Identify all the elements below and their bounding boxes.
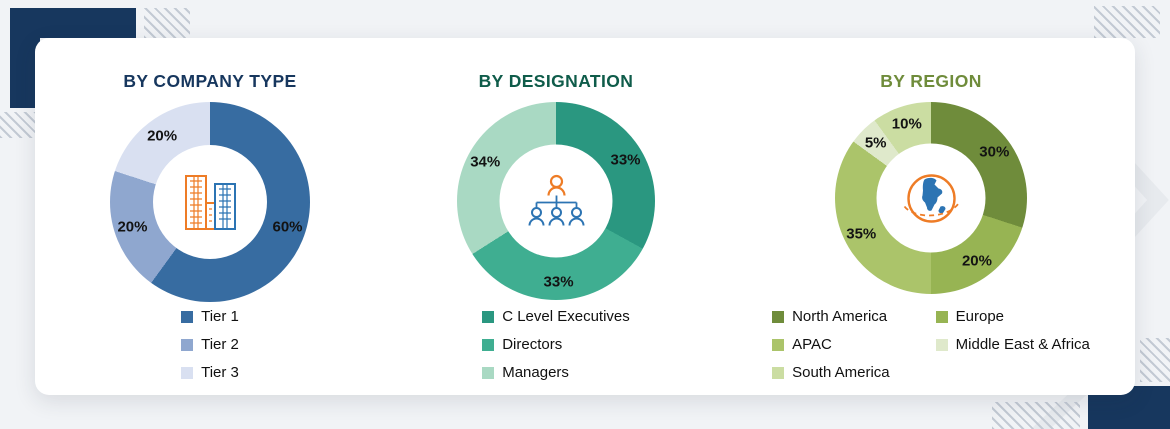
chart-title-designation: BY DESIGNATION [478,71,634,91]
slice-label-tier-1: 60% [272,218,303,236]
slice-label-apac: 35% [846,225,877,243]
legend-item-managers: Managers [482,364,630,383]
legend-item-south-america: South America [772,364,890,383]
legend-label: Europe [955,308,1005,325]
org-chart-icon [528,174,584,226]
decor-hatch-bottom [992,402,1080,429]
slice-label-c-level-executives: 33% [610,151,641,169]
legend-label: Directors [502,335,563,353]
donut-center [499,144,613,258]
legend-swatch [482,339,495,352]
legend-label: South America [792,363,890,381]
donut-company-type: 60% 20% 20% [35,102,385,302]
legend-label: Tier 1 [201,308,239,325]
donut-box: 30% 20% 35% 5% 10% [835,102,1027,294]
decor-hatch-right-bottom [1140,338,1170,382]
donut-box: 33% 33% 34% [457,102,655,300]
chart-by-company-type: BY COMPANY TYPE [35,38,385,395]
decor-hatch-left [0,112,36,138]
legend-swatch [935,339,948,352]
donut-box: 60% 20% 20% [110,102,310,302]
donut-center [876,143,986,253]
legend-swatch [181,311,194,324]
slice-label-tier-3: 20% [147,127,178,145]
legend-item-tier-2: Tier 2 [181,336,239,355]
legend-swatch [935,311,948,324]
legend-swatch [772,311,785,324]
legend-company-type: Tier 1 Tier 2 Tier 3 [181,308,239,382]
legend-item-tier-1: Tier 1 [181,308,239,327]
legend-designation: C Level Executives Directors Managers [482,308,630,382]
slice-label-managers: 34% [470,153,501,171]
legend-swatch [181,366,194,379]
slice-label-south-america: 10% [891,115,922,133]
donut-designation: 33% 33% 34% [385,102,727,302]
survey-breakdown-card: BY COMPANY TYPE [35,38,1135,395]
donut-center [153,145,267,259]
donut-region: 30% 20% 35% 5% 10% [727,102,1135,302]
slice-label-europe: 20% [961,252,992,270]
legend-label: C Level Executives [502,308,630,325]
legend-label: APAC [792,335,832,353]
legend-swatch [482,366,495,379]
legend-item-tier-3: Tier 3 [181,364,239,383]
legend-swatch [772,339,785,352]
legend-item-middle-east-africa: Middle East & Africa [935,335,1090,355]
chart-title-region: BY REGION [880,71,982,91]
chart-by-designation: BY DESIGNATION [385,38,727,395]
legend-item-europe: Europe [935,308,1090,327]
legend-label: Tier 3 [201,363,239,381]
slice-label-middle-east-africa: 5% [864,134,887,152]
legend-label: Tier 2 [201,335,239,353]
chart-title-company-type: BY COMPANY TYPE [123,71,297,91]
legend-item-directors: Directors [482,336,630,355]
legend-item-north-america: North America [772,308,890,327]
chart-by-region: BY REGION 30% 20% 35% 5% 10% North America AP… [727,38,1135,395]
slice-label-north-america: 30% [979,143,1010,161]
globe-icon [903,173,959,223]
legend-swatch [772,366,785,379]
slice-label-directors: 33% [543,273,574,291]
legend-item-c-level-executives: C Level Executives [482,308,630,327]
legend-swatch [181,339,194,352]
legend-label: Managers [502,363,569,381]
decor-hatch-top-right [1094,6,1160,38]
slice-label-tier-2: 20% [117,218,148,236]
legend-item-apac: APAC [772,336,890,355]
legend-region: North America APAC South America Europe Midd… [772,308,1090,382]
decor-hatch-top-left [144,8,190,38]
legend-label: Middle East & Africa [955,335,1090,353]
legend-label: North America [792,308,888,325]
buildings-icon [185,175,236,230]
legend-swatch [482,311,495,324]
